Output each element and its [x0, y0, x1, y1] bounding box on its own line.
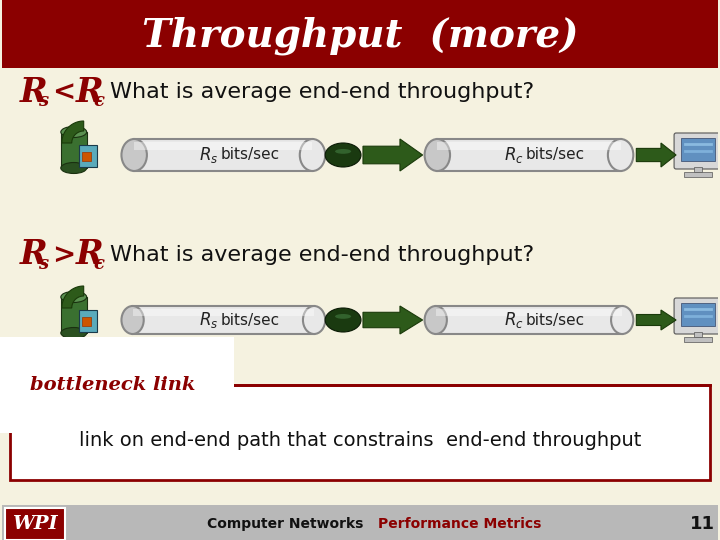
FancyBboxPatch shape [694, 167, 702, 172]
Ellipse shape [122, 306, 144, 334]
Text: R: R [20, 239, 48, 272]
FancyBboxPatch shape [694, 332, 702, 337]
Text: c: c [94, 92, 104, 110]
FancyBboxPatch shape [436, 306, 622, 334]
Text: link on end-end path that constrains  end-end throughput: link on end-end path that constrains end… [78, 431, 642, 450]
Ellipse shape [608, 139, 634, 171]
FancyBboxPatch shape [132, 306, 314, 334]
FancyBboxPatch shape [437, 142, 621, 150]
FancyBboxPatch shape [2, 505, 718, 540]
Text: bits/sec: bits/sec [526, 313, 585, 327]
FancyBboxPatch shape [684, 337, 712, 342]
Ellipse shape [60, 292, 86, 302]
Ellipse shape [335, 149, 351, 154]
FancyBboxPatch shape [684, 172, 712, 177]
Ellipse shape [300, 139, 325, 171]
Polygon shape [363, 139, 423, 171]
FancyBboxPatch shape [5, 508, 65, 540]
FancyBboxPatch shape [60, 297, 86, 333]
Text: What is average end-end throughput?: What is average end-end throughput? [109, 82, 534, 102]
Polygon shape [636, 143, 676, 167]
FancyBboxPatch shape [10, 385, 710, 480]
FancyBboxPatch shape [78, 145, 96, 167]
Text: bits/sec: bits/sec [220, 313, 279, 327]
FancyBboxPatch shape [81, 317, 91, 326]
FancyBboxPatch shape [134, 139, 312, 171]
Text: <: < [52, 78, 75, 105]
Polygon shape [636, 310, 676, 330]
Ellipse shape [122, 139, 147, 171]
Text: $R_s$: $R_s$ [199, 145, 218, 165]
Ellipse shape [335, 314, 351, 319]
Ellipse shape [60, 327, 86, 339]
FancyBboxPatch shape [134, 142, 312, 150]
Text: $R_c$: $R_c$ [504, 145, 524, 165]
Ellipse shape [425, 139, 450, 171]
FancyBboxPatch shape [437, 139, 621, 171]
FancyBboxPatch shape [132, 309, 314, 316]
Text: bottleneck link: bottleneck link [30, 376, 195, 394]
Text: Computer Networks: Computer Networks [207, 517, 364, 531]
Text: R: R [20, 76, 48, 109]
FancyBboxPatch shape [78, 310, 96, 332]
FancyBboxPatch shape [681, 303, 715, 326]
FancyBboxPatch shape [2, 0, 718, 68]
Ellipse shape [60, 163, 86, 173]
FancyBboxPatch shape [81, 152, 91, 161]
Text: s: s [38, 92, 48, 110]
Text: Performance Metrics: Performance Metrics [378, 517, 541, 531]
Text: WPI: WPI [12, 515, 58, 533]
Text: What is average end-end throughput?: What is average end-end throughput? [109, 245, 534, 265]
Ellipse shape [611, 306, 634, 334]
Ellipse shape [60, 126, 86, 138]
Text: c: c [94, 255, 104, 273]
Text: Throughput  (more): Throughput (more) [142, 17, 578, 55]
Polygon shape [62, 121, 84, 143]
Polygon shape [363, 306, 423, 334]
FancyBboxPatch shape [436, 309, 622, 316]
Ellipse shape [325, 143, 361, 167]
Text: s: s [38, 255, 48, 273]
Ellipse shape [325, 308, 361, 332]
Ellipse shape [303, 306, 325, 334]
Text: R: R [76, 239, 104, 272]
Text: bits/sec: bits/sec [220, 147, 279, 163]
FancyBboxPatch shape [681, 138, 715, 161]
Text: R: R [76, 76, 104, 109]
Text: 11: 11 [690, 515, 716, 533]
Polygon shape [62, 286, 84, 308]
FancyBboxPatch shape [674, 133, 720, 169]
Text: $R_s$: $R_s$ [199, 310, 218, 330]
FancyBboxPatch shape [674, 298, 720, 334]
FancyBboxPatch shape [60, 132, 86, 168]
Text: $R_c$: $R_c$ [504, 310, 524, 330]
Text: bits/sec: bits/sec [526, 147, 585, 163]
Ellipse shape [425, 306, 447, 334]
Text: >: > [52, 241, 75, 268]
